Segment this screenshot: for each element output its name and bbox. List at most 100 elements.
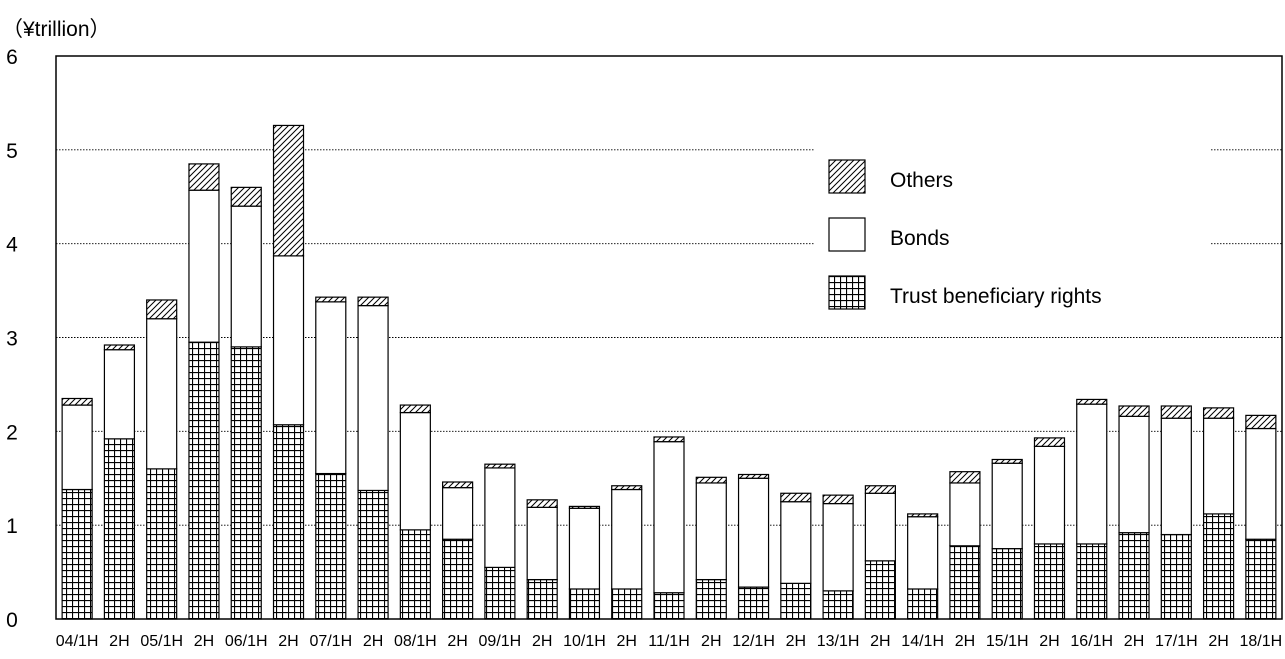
legend-swatch — [828, 217, 866, 252]
bar-segment — [611, 488, 643, 590]
bar-segment — [1033, 437, 1066, 447]
x-tick-label: 2H — [955, 633, 975, 650]
y-tick-label: 2 — [6, 421, 18, 444]
bar-segment — [949, 545, 981, 620]
bar-segment — [1202, 407, 1235, 419]
x-tick-label: 09/1H — [479, 633, 522, 650]
x-tick-label: 2H — [701, 633, 721, 650]
x-tick-label: 2H — [363, 633, 383, 650]
x-tick-label: 06/1H — [225, 633, 268, 650]
bar-segment — [780, 501, 812, 584]
x-tick-label: 15/1H — [986, 633, 1029, 650]
bar-segment — [484, 467, 516, 568]
legend-swatch — [828, 159, 866, 194]
x-tick-label: 18/1H — [1240, 633, 1283, 650]
bar-segment — [1202, 513, 1235, 620]
bar-segment — [822, 502, 854, 592]
bar-segment — [991, 462, 1023, 550]
x-tick-label: 07/1H — [309, 633, 352, 650]
bar-segment — [822, 590, 854, 620]
bar-segment — [1160, 417, 1192, 536]
bar-segment — [526, 506, 558, 581]
bar-segment — [822, 494, 854, 505]
bar-segment — [568, 507, 601, 590]
legend: Others Bonds Trust beneficiary rights — [815, 140, 1210, 335]
bar-segment — [611, 485, 643, 491]
bar-segment — [103, 349, 136, 440]
bar-segment — [611, 588, 643, 620]
legend-label: Trust beneficiary rights — [890, 285, 1102, 308]
x-tick-label: 2H — [616, 633, 636, 650]
x-tick-label: 2H — [532, 633, 552, 650]
bar-segment — [315, 301, 347, 475]
x-tick-label: 17/1H — [1155, 633, 1198, 650]
bar-segment — [568, 505, 601, 509]
unit-label: （¥trillion） — [2, 18, 111, 41]
legend-swatch — [828, 275, 866, 310]
bar-segment — [1245, 427, 1277, 540]
y-tick-label: 0 — [6, 609, 18, 632]
bar-segment — [1160, 533, 1192, 620]
bar-segment — [484, 463, 516, 469]
bar-segment — [272, 124, 305, 257]
bar-segment — [188, 189, 220, 343]
bar-segment — [61, 404, 93, 491]
bar-segment — [357, 304, 389, 492]
bar-segment — [1118, 405, 1150, 417]
bar-segment — [653, 436, 685, 443]
y-tick-label: 3 — [6, 328, 18, 351]
bar-segment — [991, 458, 1023, 464]
bar-segment — [695, 476, 727, 484]
y-tick-label: 1 — [6, 515, 18, 538]
bar-segment — [907, 516, 939, 590]
x-tick-label: 13/1H — [817, 633, 860, 650]
legend-label: Bonds — [890, 227, 950, 250]
x-axis-ticks: 04/1H 2H 05/1H 2H 06/1H 2H 07/1H 2H 08/1H 2H 09/1H… — [56, 633, 1282, 650]
y-tick-label: 5 — [6, 140, 18, 163]
x-tick-label: 2H — [447, 633, 467, 650]
bar-segment — [1160, 405, 1192, 419]
bar-segment — [230, 186, 262, 207]
bar-segment — [1076, 398, 1108, 405]
bar-segment — [1245, 538, 1277, 620]
bar-segment — [103, 344, 136, 351]
legend-label: Others — [890, 169, 953, 192]
bar-segment — [1202, 417, 1235, 515]
bar-segment — [399, 404, 431, 414]
bar-segment — [949, 471, 981, 484]
bar-segment — [907, 513, 939, 518]
bar-segment — [61, 397, 93, 406]
x-tick-label: 2H — [278, 633, 298, 650]
x-tick-label: 2H — [1208, 633, 1228, 650]
x-tick-label: 2H — [870, 633, 890, 650]
bar-segment — [61, 488, 93, 620]
bar-segment — [1033, 445, 1066, 545]
bar-segment — [357, 296, 389, 307]
y-tick-label: 6 — [6, 46, 18, 69]
bar-segment — [230, 205, 262, 348]
x-tick-label: 11/1H — [648, 633, 690, 650]
x-tick-label: 2H — [1039, 633, 1059, 650]
bar-segment — [442, 481, 474, 489]
x-tick-label: 2H — [786, 633, 806, 650]
bar-segment — [526, 499, 558, 508]
bar-segment — [315, 296, 347, 303]
bar-segment — [568, 588, 601, 620]
x-tick-label: 2H — [109, 633, 129, 650]
bar-segment — [653, 592, 685, 620]
bar-segment — [146, 318, 178, 470]
bar-segment — [1076, 543, 1108, 620]
bar-segment — [146, 299, 178, 320]
bar-segment — [357, 489, 389, 620]
bar-segment — [442, 487, 474, 540]
bar-segment — [780, 492, 812, 503]
plot-frame — [55, 55, 1283, 620]
bar-segment — [442, 538, 474, 620]
x-tick-label: 2H — [1124, 633, 1144, 650]
bar-segment — [737, 477, 770, 588]
bar-segment — [1118, 532, 1150, 620]
x-tick-label: 2H — [194, 633, 214, 650]
y-axis-ticks: 0 1 2 3 4 5 6 — [6, 46, 18, 632]
